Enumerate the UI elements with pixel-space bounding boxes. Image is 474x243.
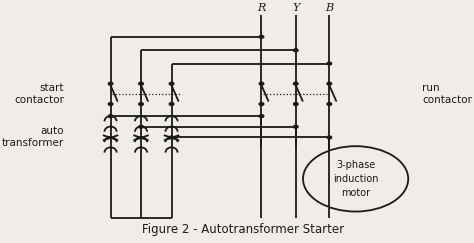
Circle shape (259, 35, 264, 38)
Circle shape (327, 82, 332, 85)
Circle shape (108, 82, 113, 85)
Text: run
contactor: run contactor (422, 83, 472, 105)
Circle shape (259, 103, 264, 105)
Circle shape (169, 136, 174, 139)
Circle shape (327, 136, 332, 139)
Circle shape (108, 115, 113, 118)
Text: Figure 2 - Autotransformer Starter: Figure 2 - Autotransformer Starter (142, 223, 344, 236)
Circle shape (293, 82, 298, 85)
Text: B: B (325, 3, 333, 13)
Text: auto
transformer: auto transformer (2, 126, 64, 148)
Text: 3-phase
induction
motor: 3-phase induction motor (333, 160, 378, 198)
Circle shape (293, 103, 298, 105)
Circle shape (327, 62, 332, 65)
Circle shape (327, 103, 332, 105)
Circle shape (139, 82, 143, 85)
Circle shape (293, 49, 298, 52)
Circle shape (169, 103, 174, 105)
Text: R: R (257, 3, 265, 13)
Text: Y: Y (292, 3, 300, 13)
Circle shape (108, 103, 113, 105)
Circle shape (259, 115, 264, 118)
Text: start
contactor: start contactor (14, 83, 64, 105)
Circle shape (169, 82, 174, 85)
Circle shape (139, 125, 143, 128)
Circle shape (139, 103, 143, 105)
Circle shape (259, 82, 264, 85)
Circle shape (293, 125, 298, 128)
